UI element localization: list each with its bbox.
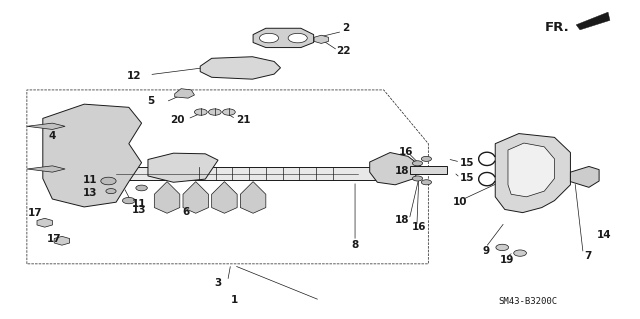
Polygon shape <box>212 182 237 213</box>
Polygon shape <box>576 12 610 30</box>
Text: 3: 3 <box>214 278 221 288</box>
Text: 17: 17 <box>46 234 61 244</box>
Text: 22: 22 <box>336 46 351 56</box>
Polygon shape <box>370 152 420 185</box>
Polygon shape <box>27 123 65 130</box>
Text: 20: 20 <box>170 115 185 125</box>
Polygon shape <box>154 182 180 213</box>
Text: 9: 9 <box>482 246 489 256</box>
Text: 5: 5 <box>147 96 154 106</box>
Polygon shape <box>43 104 141 207</box>
Polygon shape <box>200 57 280 79</box>
Text: 4: 4 <box>48 131 56 141</box>
Text: 18: 18 <box>395 215 409 225</box>
Circle shape <box>100 177 116 185</box>
Bar <box>78 167 384 180</box>
Text: 7: 7 <box>584 251 592 261</box>
Polygon shape <box>495 134 570 213</box>
Polygon shape <box>570 167 599 187</box>
Circle shape <box>106 189 116 194</box>
Polygon shape <box>314 35 328 43</box>
Circle shape <box>209 109 221 115</box>
Text: 21: 21 <box>236 115 250 125</box>
Text: 11: 11 <box>132 199 147 209</box>
Polygon shape <box>175 89 195 98</box>
Text: 8: 8 <box>351 240 358 250</box>
Text: 14: 14 <box>597 230 612 241</box>
Text: FR.: FR. <box>545 21 570 34</box>
Text: 1: 1 <box>230 295 237 305</box>
Polygon shape <box>54 236 70 245</box>
Text: 13: 13 <box>132 205 147 215</box>
Text: 11: 11 <box>83 175 97 185</box>
Text: 13: 13 <box>83 188 97 198</box>
Text: 15: 15 <box>460 174 475 183</box>
Text: 10: 10 <box>453 197 467 207</box>
Text: 2: 2 <box>342 23 349 33</box>
Polygon shape <box>183 182 209 213</box>
Circle shape <box>514 250 527 256</box>
Text: 16: 16 <box>399 147 413 157</box>
Circle shape <box>421 180 431 185</box>
Polygon shape <box>241 182 266 213</box>
Circle shape <box>259 33 278 43</box>
Text: 15: 15 <box>460 158 475 168</box>
Bar <box>410 166 447 174</box>
Circle shape <box>412 176 422 181</box>
Text: 12: 12 <box>127 71 141 81</box>
Polygon shape <box>27 166 65 172</box>
Circle shape <box>195 109 207 115</box>
Circle shape <box>223 109 236 115</box>
Polygon shape <box>37 218 52 227</box>
Circle shape <box>496 244 509 250</box>
Text: 16: 16 <box>412 222 426 233</box>
Text: 6: 6 <box>182 207 190 217</box>
Text: 19: 19 <box>499 255 514 265</box>
Polygon shape <box>253 28 314 48</box>
Circle shape <box>288 33 307 43</box>
Circle shape <box>421 156 431 161</box>
Circle shape <box>412 161 422 166</box>
Text: 17: 17 <box>28 208 42 218</box>
Text: 18: 18 <box>395 166 409 175</box>
Polygon shape <box>508 143 554 197</box>
Circle shape <box>122 197 135 204</box>
Circle shape <box>136 185 147 191</box>
Polygon shape <box>148 153 218 182</box>
Text: SM43-B3200C: SM43-B3200C <box>499 297 557 306</box>
